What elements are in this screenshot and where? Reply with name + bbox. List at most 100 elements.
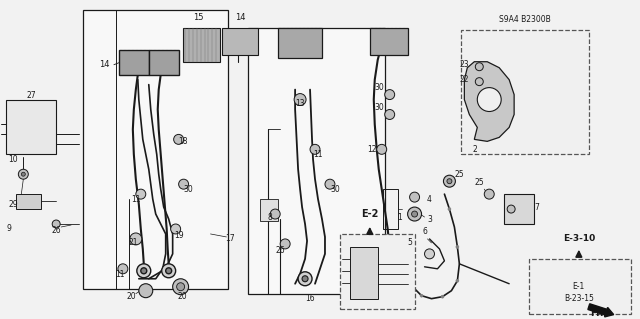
Text: 15: 15 (193, 13, 204, 22)
Circle shape (171, 224, 180, 234)
Text: 30: 30 (184, 185, 193, 194)
Text: 9: 9 (7, 225, 12, 234)
Text: 30: 30 (330, 185, 340, 194)
Circle shape (444, 175, 456, 187)
Bar (119, 50, 148, 75)
Text: 3: 3 (427, 214, 432, 224)
Circle shape (137, 264, 151, 278)
Text: 7: 7 (534, 203, 540, 211)
Text: 12: 12 (367, 145, 376, 154)
Circle shape (21, 172, 26, 176)
Text: 10: 10 (8, 155, 18, 164)
Text: 13: 13 (295, 99, 305, 108)
Circle shape (484, 189, 494, 199)
Text: 6: 6 (422, 227, 427, 236)
Text: 4: 4 (427, 195, 432, 204)
Circle shape (52, 220, 60, 228)
Text: 5: 5 (407, 238, 412, 248)
Circle shape (141, 268, 147, 274)
Circle shape (377, 145, 387, 154)
Text: 18: 18 (178, 137, 188, 146)
Bar (182, 28, 220, 62)
Circle shape (173, 279, 189, 295)
Circle shape (136, 189, 146, 199)
Circle shape (166, 268, 172, 274)
Text: 11: 11 (313, 150, 323, 159)
Text: B-23-15: B-23-15 (564, 294, 594, 303)
Circle shape (302, 276, 308, 282)
Circle shape (270, 209, 280, 219)
Text: 22: 22 (460, 75, 469, 84)
Circle shape (456, 279, 459, 282)
Circle shape (410, 192, 420, 202)
Circle shape (476, 63, 483, 71)
Text: E-1: E-1 (573, 282, 585, 291)
Circle shape (447, 179, 452, 184)
Circle shape (448, 208, 451, 211)
Circle shape (294, 93, 306, 106)
Bar (17, 194, 41, 209)
Text: 1: 1 (397, 212, 402, 221)
Circle shape (280, 239, 290, 249)
Text: 26: 26 (275, 246, 285, 256)
Bar (529, 259, 630, 314)
Bar (350, 247, 378, 299)
Text: 21: 21 (128, 238, 138, 248)
Circle shape (476, 78, 483, 85)
Circle shape (456, 245, 459, 249)
Bar (260, 199, 278, 221)
Circle shape (385, 90, 395, 100)
Circle shape (477, 88, 501, 112)
Bar (248, 28, 385, 294)
Circle shape (173, 134, 184, 145)
Text: 20: 20 (126, 292, 136, 301)
Text: S9A4 B2300B: S9A4 B2300B (499, 15, 551, 25)
Text: FR.: FR. (591, 309, 607, 318)
Circle shape (130, 233, 142, 245)
Circle shape (162, 264, 175, 278)
Circle shape (441, 295, 444, 298)
Bar (340, 234, 415, 308)
Circle shape (424, 249, 435, 259)
Circle shape (139, 284, 153, 298)
Circle shape (385, 109, 395, 120)
Text: 20: 20 (178, 292, 188, 301)
Circle shape (298, 272, 312, 286)
Polygon shape (465, 62, 514, 141)
Text: 17: 17 (225, 234, 236, 243)
Text: 16: 16 (305, 294, 315, 303)
Text: 27: 27 (26, 91, 36, 100)
Bar (148, 50, 179, 75)
Circle shape (381, 240, 395, 254)
Circle shape (310, 145, 320, 154)
Text: 11: 11 (115, 270, 125, 279)
Text: 19: 19 (174, 232, 184, 241)
Circle shape (19, 169, 28, 179)
Text: 2: 2 (473, 145, 477, 154)
Text: 30: 30 (375, 103, 385, 112)
Text: 25: 25 (474, 178, 484, 187)
Circle shape (507, 205, 515, 213)
Bar (6, 100, 56, 154)
Text: 14: 14 (99, 60, 109, 69)
Bar (383, 189, 397, 229)
Circle shape (408, 207, 422, 221)
Text: 26: 26 (51, 226, 61, 235)
Text: 11: 11 (131, 195, 141, 204)
Circle shape (420, 294, 423, 297)
Circle shape (118, 264, 128, 274)
Bar (370, 28, 408, 55)
Text: E-2: E-2 (361, 209, 378, 219)
Circle shape (177, 283, 184, 291)
Bar (83, 10, 228, 289)
FancyArrow shape (588, 304, 614, 317)
Circle shape (179, 179, 189, 189)
Circle shape (385, 244, 390, 250)
Circle shape (325, 179, 335, 189)
Circle shape (412, 211, 417, 217)
Text: 25: 25 (454, 170, 464, 179)
Bar (278, 28, 322, 58)
Bar (223, 28, 259, 55)
Bar (504, 194, 534, 224)
Text: E-3-10: E-3-10 (563, 234, 595, 243)
